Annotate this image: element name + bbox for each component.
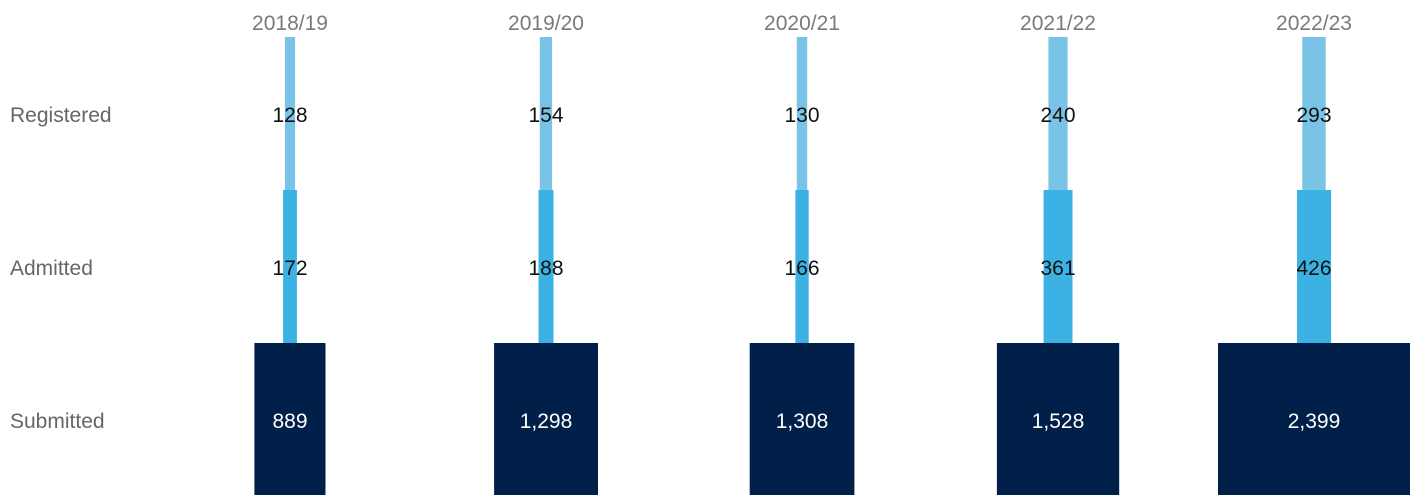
value-label: 1,298 — [520, 410, 573, 433]
bar-submitted — [254, 343, 326, 495]
value-label: 889 — [272, 410, 307, 433]
bar-admitted — [1043, 190, 1073, 343]
value-label: 128 — [272, 104, 307, 127]
bar-registered — [1302, 37, 1326, 190]
value-label: 293 — [1296, 104, 1331, 127]
bar-submitted — [1218, 343, 1410, 495]
bar-admitted — [1297, 190, 1332, 343]
row-label: Submitted — [10, 410, 105, 433]
bar-registered — [539, 37, 553, 190]
bar-admitted — [283, 190, 297, 343]
bar-admitted — [795, 190, 809, 343]
bar-registered — [1048, 37, 1068, 190]
year-label: 2020/21 — [764, 12, 840, 35]
bar-submitted — [494, 343, 598, 495]
bar-registered — [284, 37, 296, 190]
value-label: 188 — [528, 257, 563, 280]
year-label: 2021/22 — [1020, 12, 1096, 35]
row-label: Admitted — [10, 257, 93, 280]
year-label: 2018/19 — [252, 12, 328, 35]
value-label: 154 — [528, 104, 563, 127]
bar-admitted — [538, 190, 554, 343]
value-label: 426 — [1296, 257, 1331, 280]
value-label: 1,528 — [1032, 410, 1085, 433]
value-label: 1,308 — [776, 410, 829, 433]
year-label: 2019/20 — [508, 12, 584, 35]
value-label: 240 — [1040, 104, 1075, 127]
value-label: 2,399 — [1288, 410, 1341, 433]
value-label: 361 — [1040, 257, 1075, 280]
value-label: 172 — [272, 257, 307, 280]
bar-submitted — [749, 343, 855, 495]
row-label: Registered — [10, 104, 112, 127]
bar-submitted — [996, 343, 1120, 495]
value-label: 130 — [784, 104, 819, 127]
value-label: 166 — [784, 257, 819, 280]
year-label: 2022/23 — [1276, 12, 1352, 35]
bar-registered — [796, 37, 808, 190]
